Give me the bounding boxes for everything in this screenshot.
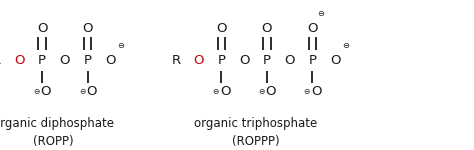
Text: ⊖: ⊖	[118, 41, 124, 50]
Text: O: O	[284, 54, 295, 66]
Text: ⊖: ⊖	[303, 87, 310, 96]
Text: P: P	[84, 54, 91, 66]
Text: P: P	[263, 54, 271, 66]
Text: (ROPP): (ROPP)	[33, 135, 74, 147]
Text: P: P	[38, 54, 46, 66]
Text: O: O	[41, 85, 51, 98]
Text: O: O	[262, 22, 272, 35]
Text: O: O	[311, 85, 321, 98]
Text: ⊖: ⊖	[342, 41, 349, 50]
Text: organic diphosphate: organic diphosphate	[0, 117, 114, 130]
Text: O: O	[14, 54, 25, 66]
Text: ⊖: ⊖	[33, 87, 40, 96]
Text: O: O	[105, 54, 116, 66]
Text: O: O	[216, 22, 227, 35]
Text: O: O	[330, 54, 340, 66]
Text: O: O	[82, 22, 93, 35]
Text: O: O	[307, 22, 318, 35]
Text: P: P	[309, 54, 316, 66]
Text: P: P	[218, 54, 225, 66]
Text: O: O	[86, 85, 97, 98]
Text: ⊖: ⊖	[318, 9, 324, 18]
Text: R: R	[171, 54, 181, 66]
Text: (ROPPP): (ROPPP)	[232, 135, 279, 147]
Text: ⊖: ⊖	[79, 87, 85, 96]
Text: O: O	[60, 54, 70, 66]
Text: organic triphosphate: organic triphosphate	[194, 117, 317, 130]
Text: ⊖: ⊖	[258, 87, 264, 96]
Text: O: O	[37, 22, 47, 35]
Text: O: O	[193, 54, 204, 66]
Text: R: R	[0, 54, 1, 66]
Text: O: O	[239, 54, 249, 66]
Text: ⊖: ⊖	[212, 87, 219, 96]
Text: O: O	[265, 85, 276, 98]
Text: O: O	[220, 85, 230, 98]
